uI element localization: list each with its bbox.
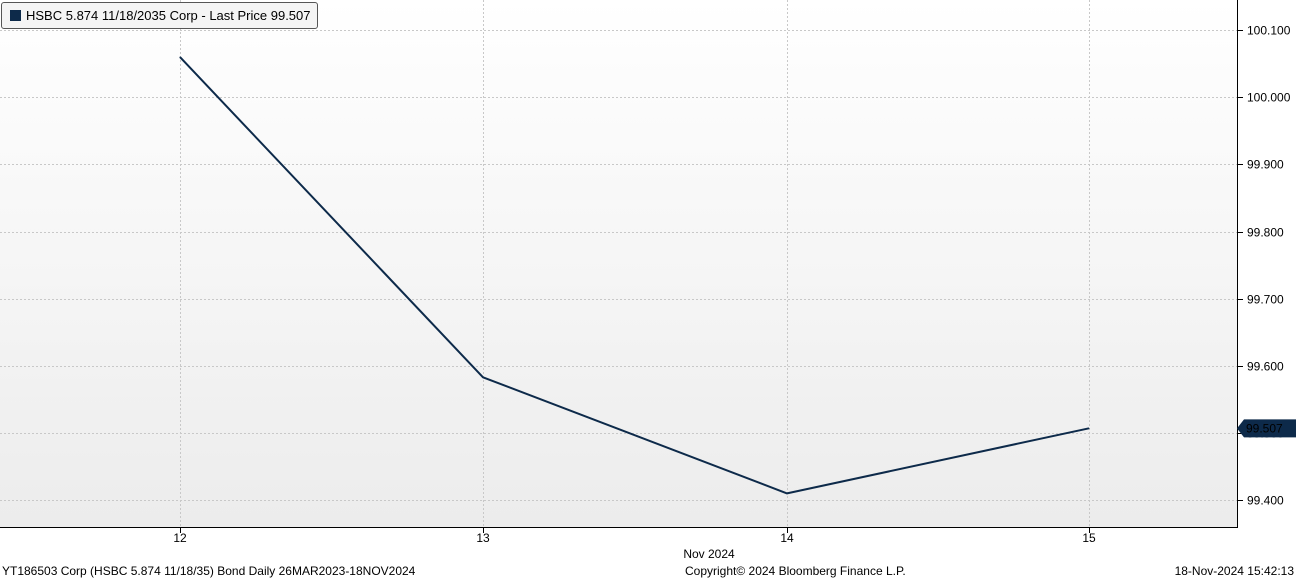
x-axis-label: Nov 2024: [683, 547, 735, 561]
last-value-label: 99.507: [1246, 421, 1283, 435]
y-tick-label: 99.800: [1247, 226, 1284, 240]
footer-timestamp: 18-Nov-2024 15:42:13: [1174, 564, 1294, 578]
x-axis-ticks: 12 13 14 15: [173, 527, 1096, 545]
data-point: [179, 56, 181, 58]
price-series-line: [179, 56, 1090, 495]
footer-copyright: Copyright© 2024 Bloomberg Finance L.P.: [685, 564, 906, 578]
legend: HSBC 5.874 11/18/2035 Corp - Last Price …: [1, 2, 318, 29]
y-tick-label: 99.600: [1247, 360, 1284, 374]
y-tick-label: 99.400: [1247, 494, 1284, 508]
price-series-points: [179, 56, 1090, 494]
y-tick-label: 100.100: [1247, 24, 1291, 38]
footer-security-info: YT186503 Corp (HSBC 5.874 11/18/35) Bond…: [2, 564, 416, 578]
last-value-marker: 99.507: [1237, 419, 1296, 438]
legend-swatch: [10, 10, 21, 21]
y-axis-ticks: 99.40099.50099.60099.70099.80099.900100.…: [1237, 24, 1291, 508]
last-value-tag: [1237, 419, 1296, 438]
x-tick-label: 14: [780, 531, 794, 545]
y-tick-label: 100.000: [1247, 91, 1291, 105]
data-point: [1088, 427, 1090, 429]
x-tick-label: 15: [1082, 531, 1096, 545]
x-tick-label: 12: [173, 531, 187, 545]
y-tick-label: 99.700: [1247, 293, 1284, 307]
x-tick-label: 13: [476, 531, 490, 545]
data-point: [482, 376, 484, 378]
legend-label: HSBC 5.874 11/18/2035 Corp - Last Price …: [26, 8, 311, 23]
plot-background: [0, 0, 1237, 527]
data-point: [786, 492, 788, 494]
y-tick-label: 99.900: [1247, 158, 1284, 172]
